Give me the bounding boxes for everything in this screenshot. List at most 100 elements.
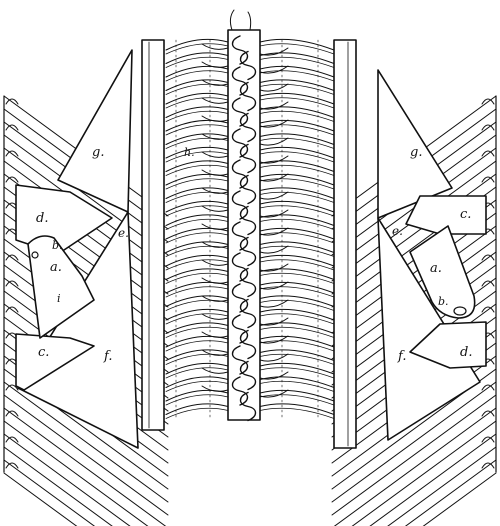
rib-rung [165, 160, 229, 172]
rib-rung [259, 254, 335, 267]
rib-rung-inner [259, 353, 335, 365]
fabric-strip-line [404, 459, 497, 526]
chain-loop [231, 376, 249, 406]
rib-rung [259, 200, 335, 213]
rib-rung [165, 389, 229, 402]
rib-rung [165, 308, 229, 321]
rib-rung-inner [259, 70, 335, 82]
chain-loop [239, 143, 257, 174]
fabric-strip-line [3, 381, 169, 503]
rib-rung-inner [259, 137, 335, 149]
fabric-strip-line [369, 433, 497, 526]
rib-rung [165, 214, 229, 226]
fabric-strip-line [3, 407, 167, 526]
thread-tuft [259, 155, 289, 164]
chain-loop [231, 35, 249, 65]
fabric-loop [481, 176, 495, 183]
fabric-loop [5, 462, 19, 469]
rib-rung [165, 295, 229, 307]
fabric-loop [481, 384, 495, 391]
rib-rung-inner [259, 272, 335, 284]
fabric-loop [481, 150, 495, 157]
rib-rung-inner [165, 232, 229, 244]
thread-tuft [259, 83, 289, 92]
fabric-loop [5, 436, 19, 443]
thread-tuft [259, 227, 289, 236]
rib-rung [165, 133, 229, 145]
rib-rung [259, 335, 335, 348]
rib-rung [165, 106, 229, 118]
rib-rung [165, 241, 229, 253]
chain-stitch-loops [231, 35, 257, 422]
thread-tuft [201, 223, 229, 230]
fabric-loop [481, 410, 495, 417]
thread-tuft [259, 353, 289, 362]
chain-loop [231, 345, 249, 375]
fabric-loop [5, 306, 19, 313]
rib-rung-inner [259, 110, 335, 122]
rib-rung [259, 214, 335, 226]
thread-tuft [259, 191, 289, 200]
rib-rung [259, 92, 335, 105]
label-f-right: f. [397, 349, 406, 364]
rib-rung-inner [259, 178, 335, 190]
fabric-strip-line [3, 394, 169, 516]
right-plate-g [377, 69, 453, 219]
thread-tuft [201, 169, 229, 176]
rib-rung-inner [259, 151, 335, 163]
chain-loop [231, 66, 249, 96]
fabric-loop [481, 124, 495, 131]
rib-rung-inner [259, 205, 335, 217]
thread-tufts [201, 9, 289, 398]
rib-rung-inner [259, 164, 335, 176]
rib-rung-inner [259, 394, 335, 406]
rib-rung [259, 160, 335, 172]
thread-tuft [259, 317, 289, 326]
rib-rung [165, 376, 229, 388]
fabric-loop [5, 124, 19, 131]
rib-rung [165, 200, 229, 213]
thread-tuft [201, 205, 229, 212]
chain-loop [231, 283, 249, 313]
rib-rung-inner [165, 340, 229, 352]
rib-rung [165, 268, 229, 280]
thread-tuft [259, 137, 289, 146]
fabric-loop [5, 280, 19, 287]
rib-rung-inner [165, 164, 229, 176]
chain-loop [239, 50, 257, 81]
rib-rung-inner [259, 83, 335, 95]
label-c-right: c. [460, 207, 471, 222]
rib-rung [259, 52, 335, 64]
rib-rung-inner [259, 232, 335, 244]
label-i-left: i [57, 292, 61, 305]
thread-tuft [201, 79, 229, 86]
label-b-right: b. [438, 295, 449, 308]
thread-tuft [259, 371, 289, 380]
rib-rung [259, 403, 335, 415]
rib-rung [259, 79, 335, 91]
thread-tuft [259, 389, 289, 398]
rib-rung-inner [259, 286, 335, 298]
thread-tuft [259, 119, 289, 128]
thread-tuft [201, 349, 229, 356]
chain-loop [231, 314, 249, 344]
chain-loop [231, 159, 249, 189]
right-vertical-bar [333, 39, 357, 449]
thread-tuft [201, 151, 229, 158]
thread-tuft [201, 331, 229, 338]
rib-rung [259, 146, 335, 159]
fabric-strip-line [3, 134, 169, 256]
rib-rung-inner [165, 313, 229, 325]
rib-rung [259, 65, 335, 78]
rib-rung-inner [165, 326, 229, 338]
thread-tuft [201, 61, 229, 68]
rib-rung [259, 173, 335, 186]
rib-rung [259, 308, 335, 321]
rib-rung [165, 227, 229, 240]
rib-rung-inner [259, 97, 335, 109]
label-a-right: a. [430, 261, 442, 276]
chain-loop [239, 81, 257, 112]
rib-rung-inner [259, 245, 335, 257]
thread-tuft [259, 299, 289, 308]
